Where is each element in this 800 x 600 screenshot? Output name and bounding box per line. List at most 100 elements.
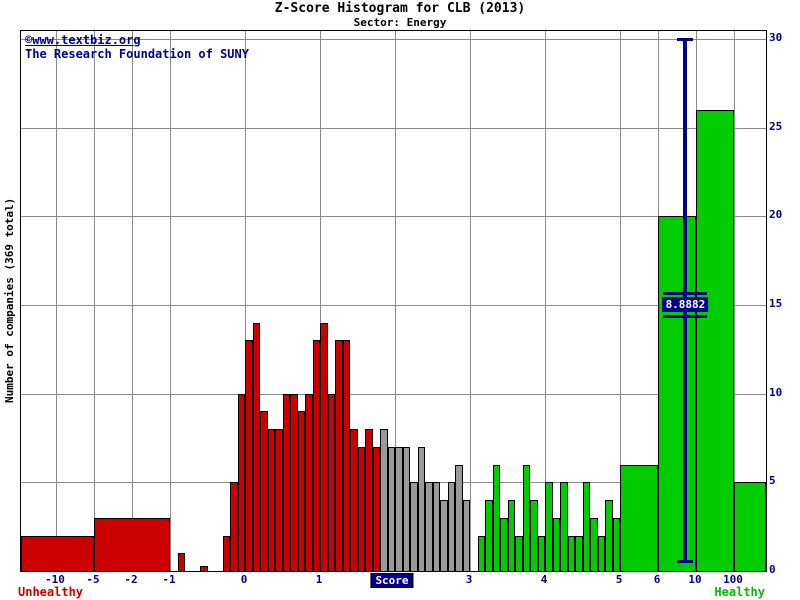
histogram-bar (380, 429, 388, 571)
x-axis-label: Score (370, 573, 414, 588)
histogram-bar (335, 340, 343, 571)
vertical-gridline (132, 31, 133, 571)
horizontal-gridline (21, 216, 766, 218)
x-tick-label: 5 (615, 573, 623, 586)
histogram-bar (305, 393, 313, 571)
histogram-bar (612, 517, 620, 571)
vertical-gridline (545, 31, 546, 571)
histogram-bar (530, 500, 538, 571)
zscore-marker: 8.8882 (21, 31, 766, 571)
chart-title: Z-Score Histogram for CLB (2013) (274, 1, 526, 16)
y-tick-label: 20 (769, 208, 783, 222)
unhealthy-label: Unhealthy (18, 585, 84, 599)
histogram-bar (260, 411, 268, 571)
x-tick-label: 6 (653, 573, 661, 586)
horizontal-gridline (21, 305, 766, 306)
histogram-bar (365, 429, 373, 571)
histogram-bar (21, 535, 94, 571)
histogram-bar (432, 482, 440, 571)
x-tick-label: -5 (86, 573, 100, 586)
y-tick-label: 10 (769, 385, 783, 399)
histogram-bar (734, 482, 766, 571)
x-tick-label: 10 (688, 573, 702, 586)
histogram-bar (485, 500, 493, 571)
histogram-bar (425, 482, 433, 571)
horizontal-gridline (21, 127, 766, 129)
histogram-bar (440, 500, 448, 571)
healthy-label: Healthy (714, 585, 765, 599)
histogram-bar (402, 446, 410, 571)
vertical-gridline (170, 31, 171, 571)
histogram-bar (515, 535, 523, 571)
watermark-link[interactable]: ©www.textbiz.org (25, 33, 141, 47)
histogram-bar (590, 517, 598, 571)
histogram-bar (350, 429, 358, 571)
histogram-bar (552, 517, 560, 571)
x-tick-label: -1 (162, 573, 176, 586)
histogram-bar (537, 535, 545, 571)
histogram-bar (696, 109, 734, 571)
histogram-bar (597, 535, 605, 571)
histogram-bar (275, 429, 283, 571)
vertical-gridline (620, 31, 621, 571)
y-tick-label: 25 (769, 119, 783, 133)
histogram-bar (410, 482, 418, 571)
vertical-gridline (94, 31, 95, 571)
x-tick-label: 0 (240, 573, 248, 586)
vertical-gridline (56, 31, 57, 571)
horizontal-gridline (21, 39, 766, 40)
watermark-line2: The Research Foundation of SUNY (25, 47, 249, 61)
marker-lower-serif (663, 315, 708, 318)
histogram-bar (222, 535, 230, 571)
histogram-bar (605, 500, 613, 571)
vertical-gridline (320, 31, 321, 571)
histogram-bar (417, 446, 425, 571)
histogram-bar (357, 446, 365, 571)
histogram-bar (395, 446, 403, 571)
histogram-bar (342, 340, 350, 571)
y-axis-label: Number of companies (369 total) (3, 197, 16, 403)
plot-area: ©www.textbiz.org The Research Foundation… (20, 30, 767, 572)
chart-subtitle: Sector: Energy (353, 16, 447, 29)
histogram-bar (237, 393, 245, 571)
vertical-gridline (734, 31, 735, 571)
histogram-bar (312, 340, 320, 571)
x-tick-label: 4 (540, 573, 548, 586)
histogram-bar (267, 429, 275, 571)
x-tick-label: -10 (45, 573, 65, 586)
histogram-bar (560, 482, 568, 571)
x-tick-label: 100 (723, 573, 743, 586)
histogram-bar (455, 464, 463, 571)
watermark: ©www.textbiz.org The Research Foundation… (25, 33, 249, 61)
histogram-bar (177, 553, 185, 571)
histogram-bar (252, 322, 260, 571)
histogram-bar (200, 565, 208, 571)
x-tick-label: 1 (315, 573, 323, 586)
y-tick-label: 15 (769, 297, 783, 310)
histogram-bar (477, 535, 485, 571)
histogram-bar (320, 322, 328, 571)
vertical-gridline (245, 31, 246, 571)
horizontal-gridline (21, 393, 766, 395)
marker-value-label: 8.8882 (662, 297, 709, 312)
histogram-bar (500, 517, 508, 571)
y-tick-label: 5 (769, 474, 776, 488)
y-tick-label: 30 (769, 31, 783, 44)
vertical-gridline (395, 31, 396, 571)
histogram-bar (545, 482, 553, 571)
histogram-bar (522, 464, 530, 571)
marker-top-cap (677, 38, 694, 41)
histogram-bar (462, 500, 470, 571)
histogram-bar (567, 535, 575, 571)
histogram-bar (94, 517, 170, 571)
histogram-bar (658, 216, 696, 571)
histogram-bar (282, 393, 290, 571)
histogram-bar (290, 393, 298, 571)
histogram-bar (327, 393, 335, 571)
histogram-bar (447, 482, 455, 571)
histogram-bar (582, 482, 590, 571)
histogram-bar (507, 500, 515, 571)
y-tick-label: 0 (769, 563, 776, 576)
histogram-bar (575, 535, 583, 571)
